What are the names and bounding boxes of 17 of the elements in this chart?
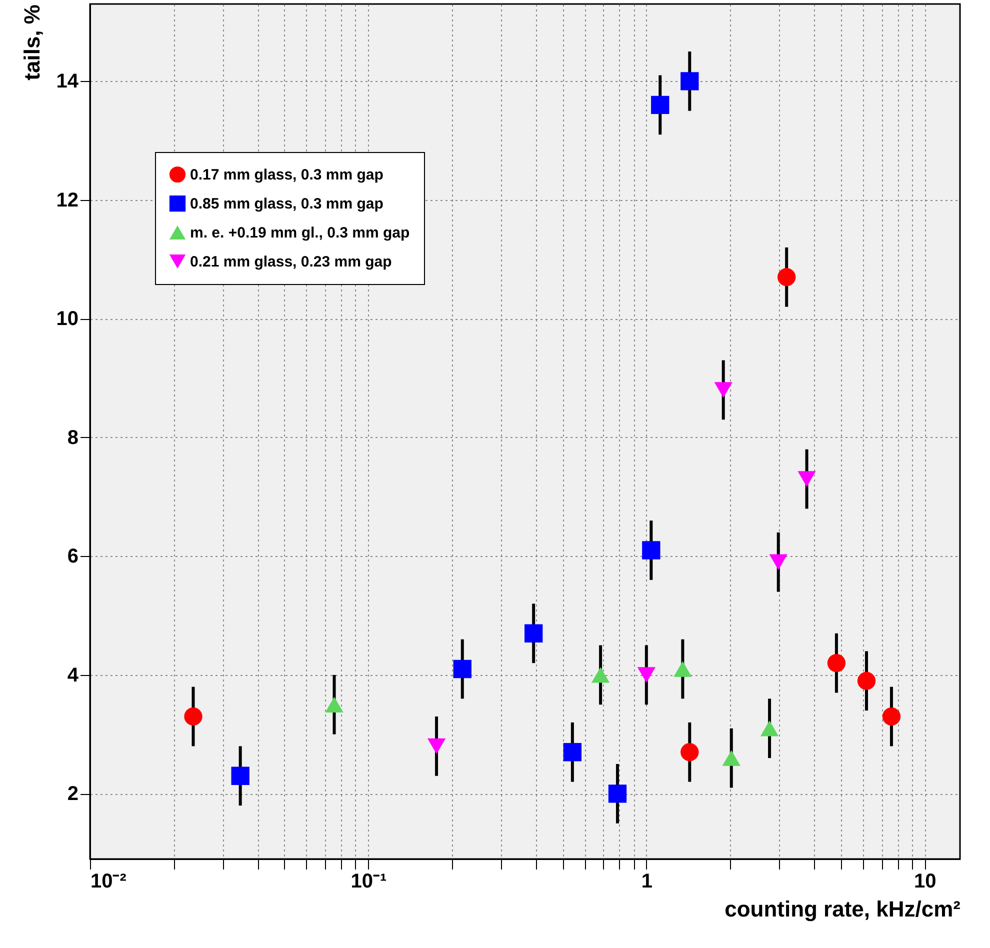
x-tick-label: 1 bbox=[641, 870, 652, 892]
x-tick-label: 10⁻² bbox=[90, 870, 127, 892]
y-tick-label: 2 bbox=[67, 783, 78, 806]
y-tick-label: 12 bbox=[56, 189, 78, 212]
y-tick-label: 8 bbox=[67, 426, 78, 449]
y-tick-label: 6 bbox=[67, 546, 78, 568]
x-axis-title: counting rate, kHz/cm² bbox=[724, 896, 960, 922]
y-axis-title: tails, % bbox=[19, 4, 44, 80]
legend-label: m. e. +0.19 mm gl., 0.3 mm gap bbox=[190, 224, 410, 242]
x-tick-label: 10⁻¹ bbox=[350, 870, 388, 892]
x-tick-label: 10 bbox=[914, 870, 936, 892]
y-tick-label: 14 bbox=[56, 70, 80, 93]
legend-label: 0.85 mm glass, 0.3 mm gap bbox=[190, 196, 384, 212]
y-tick-label: 10 bbox=[56, 308, 78, 330]
legend-label: 0.21 mm glass, 0.23 mm gap bbox=[190, 254, 392, 270]
legend-label: 0.17 mm glass, 0.3 mm gap bbox=[190, 166, 384, 184]
y-tick-label: 4 bbox=[67, 664, 80, 686]
